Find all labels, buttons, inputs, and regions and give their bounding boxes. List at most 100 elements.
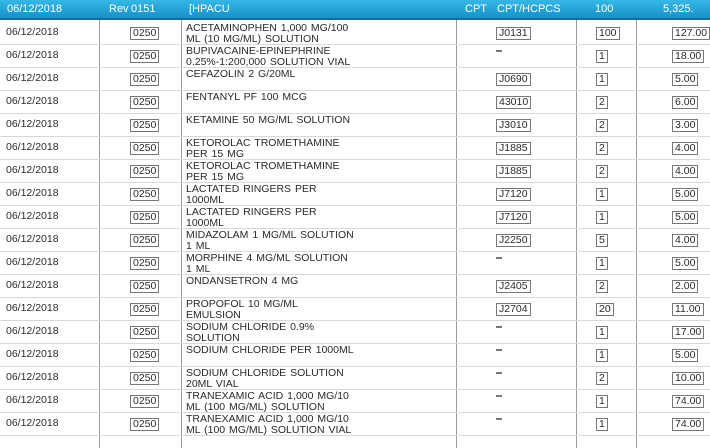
row-description: SODIUM CHLORIDE PER 1000ML <box>186 344 354 356</box>
row-quantity: 1 <box>596 349 608 362</box>
row-description: CEFAZOLIN 2 G/20ML <box>186 68 296 80</box>
row-amount: 74.00 <box>672 418 705 431</box>
row-rev-code: 0250 <box>130 50 160 63</box>
row-quantity: 20 <box>596 303 614 316</box>
row-amount: 6.00 <box>672 96 699 109</box>
row-amount: 5.00 <box>672 188 699 201</box>
row-rev-code: 0250 <box>130 27 160 40</box>
table-row[interactable]: 06/12/2018 0250 TRANEXAMIC ACID 1,000 MG/1… <box>0 390 710 413</box>
table-row[interactable]: 06/12/2018 0250 KETOROLAC TROMETHAMINE PER… <box>0 160 710 183</box>
row-quantity: 100 <box>596 27 620 40</box>
row-divider <box>0 435 710 436</box>
row-description: LACTATED RINGERS PER 1000ML <box>186 183 317 206</box>
row-quantity: 2 <box>596 165 608 178</box>
header-cpt[interactable]: CPT <box>465 3 487 15</box>
table-row[interactable]: 06/12/2018 0250 MIDAZOLAM 1 MG/ML SOLUTION… <box>0 229 710 252</box>
table-row[interactable]: 06/12/2018 0250 BUPIVACAINE-EPINEPHRINE 0.… <box>0 45 710 68</box>
row-cpt-code <box>496 257 502 259</box>
table-row[interactable]: 06/12/2018 0250 SODIUM CHLORIDE SOLUTION 2… <box>0 367 710 390</box>
row-amount: 17.00 <box>672 326 705 339</box>
table-row[interactable]: 06/12/2018 0250 TRANEXAMIC ACID 1,000 MG/1… <box>0 413 710 436</box>
row-rev-code: 0250 <box>130 326 160 339</box>
row-date: 06/12/2018 <box>6 256 59 268</box>
row-date: 06/12/2018 <box>6 394 59 406</box>
header-description[interactable]: [HPACU <box>189 3 230 15</box>
row-cpt-code: J1885 <box>496 142 531 155</box>
column-divider <box>99 20 100 448</box>
row-date: 06/12/2018 <box>6 118 59 130</box>
header-qty[interactable]: 100 <box>595 3 614 15</box>
table-row[interactable]: 06/12/2018 0250 CEFAZOLIN 2 G/20ML J0690 1 5.… <box>0 68 710 91</box>
header-rev[interactable]: Rev <box>109 3 129 15</box>
table-row[interactable]: 06/12/2018 0250 MORPHINE 4 MG/ML SOLUTION … <box>0 252 710 275</box>
column-divider <box>636 20 637 448</box>
table-row[interactable]: 06/12/2018 0250 SODIUM CHLORIDE PER 1000ML… <box>0 344 710 367</box>
row-quantity: 1 <box>596 50 608 63</box>
row-date: 06/12/2018 <box>6 187 59 199</box>
column-divider <box>181 20 182 448</box>
row-divider <box>0 366 710 367</box>
table-row[interactable]: 06/12/2018 0250 LACTATED RINGERS PER 1000M… <box>0 206 710 229</box>
row-rev-code: 0250 <box>130 73 160 86</box>
column-divider <box>576 20 577 448</box>
row-divider <box>0 44 710 45</box>
row-cpt-code <box>496 326 502 328</box>
row-quantity: 1 <box>596 257 608 270</box>
row-quantity: 1 <box>596 73 608 86</box>
row-description: KETAMINE 50 MG/ML SOLUTION <box>186 114 351 126</box>
header-amount[interactable]: 5,325. <box>663 3 694 15</box>
row-cpt-code: 43010 <box>496 96 532 109</box>
table-row[interactable]: 06/12/2018 0250 SODIUM CHLORIDE 0.9% SOLUT… <box>0 321 710 344</box>
row-date: 06/12/2018 <box>6 348 59 360</box>
row-divider <box>0 182 710 183</box>
row-rev-code: 0250 <box>130 96 160 109</box>
header-rev-code: 0151 <box>131 3 156 15</box>
table-row[interactable]: 06/12/2018 0250 PROPOFOL 10 MG/ML EMULSION… <box>0 298 710 321</box>
row-divider <box>0 412 710 413</box>
row-cpt-code: J1885 <box>496 165 531 178</box>
row-date: 06/12/2018 <box>6 141 59 153</box>
row-description: BUPIVACAINE-EPINEPHRINE 0.25%-1:200,000 … <box>186 45 351 68</box>
row-date: 06/12/2018 <box>6 325 59 337</box>
row-quantity: 1 <box>596 395 608 408</box>
row-date: 06/12/2018 <box>6 72 59 84</box>
row-description: KETOROLAC TROMETHAMINE PER 15 MG <box>186 137 340 160</box>
row-divider <box>0 159 710 160</box>
header-cpt-hcpcs[interactable]: CPT/HCPCS <box>497 3 561 15</box>
table-row[interactable]: 06/12/2018 0250 FENTANYL PF 100 MCG 43010 2 6… <box>0 91 710 114</box>
row-quantity: 2 <box>596 96 608 109</box>
row-description: TRANEXAMIC ACID 1,000 MG/10 ML (100 MG/M… <box>186 413 352 436</box>
row-cpt-code <box>496 50 502 52</box>
table-row[interactable]: 06/12/2018 0250 KETAMINE 50 MG/ML SOLUTION… <box>0 114 710 137</box>
row-divider <box>0 67 710 68</box>
row-rev-code: 0250 <box>130 280 160 293</box>
row-amount: 4.00 <box>672 234 699 247</box>
grid-header: 06/12/2018 Rev 0151 [HPACU CPT CPT/HCPCS… <box>0 0 710 20</box>
table-row[interactable]: 06/12/2018 0250 ACETAMINOPHEN 1,000 MG/100… <box>0 22 710 45</box>
table-row[interactable]: 06/12/2018 0250 LACTATED RINGERS PER 1000M… <box>0 183 710 206</box>
row-divider <box>0 136 710 137</box>
row-divider <box>0 297 710 298</box>
row-rev-code: 0250 <box>130 418 160 431</box>
row-cpt-code: J7120 <box>496 188 531 201</box>
header-date[interactable]: 06/12/2018 <box>7 3 63 15</box>
row-cpt-code: J2250 <box>496 234 531 247</box>
row-date: 06/12/2018 <box>6 210 59 222</box>
row-date: 06/12/2018 <box>6 95 59 107</box>
row-divider <box>0 343 710 344</box>
table-row[interactable]: 06/12/2018 0250 ONDANSETRON 4 MG J2405 2 2.00 <box>0 275 710 298</box>
row-divider <box>0 113 710 114</box>
row-rev-code: 0250 <box>130 211 160 224</box>
row-date: 06/12/2018 <box>6 417 59 429</box>
row-divider <box>0 320 710 321</box>
row-description: MORPHINE 4 MG/ML SOLUTION 1 ML <box>186 252 348 275</box>
row-cpt-code: J2405 <box>496 280 531 293</box>
row-quantity: 2 <box>596 142 608 155</box>
row-date: 06/12/2018 <box>6 371 59 383</box>
row-cpt-code <box>496 418 502 420</box>
row-divider <box>0 251 710 252</box>
row-cpt-code: J0131 <box>496 27 531 40</box>
table-row[interactable]: 06/12/2018 0250 KETOROLAC TROMETHAMINE PER… <box>0 137 710 160</box>
row-amount: 11.00 <box>672 303 704 316</box>
